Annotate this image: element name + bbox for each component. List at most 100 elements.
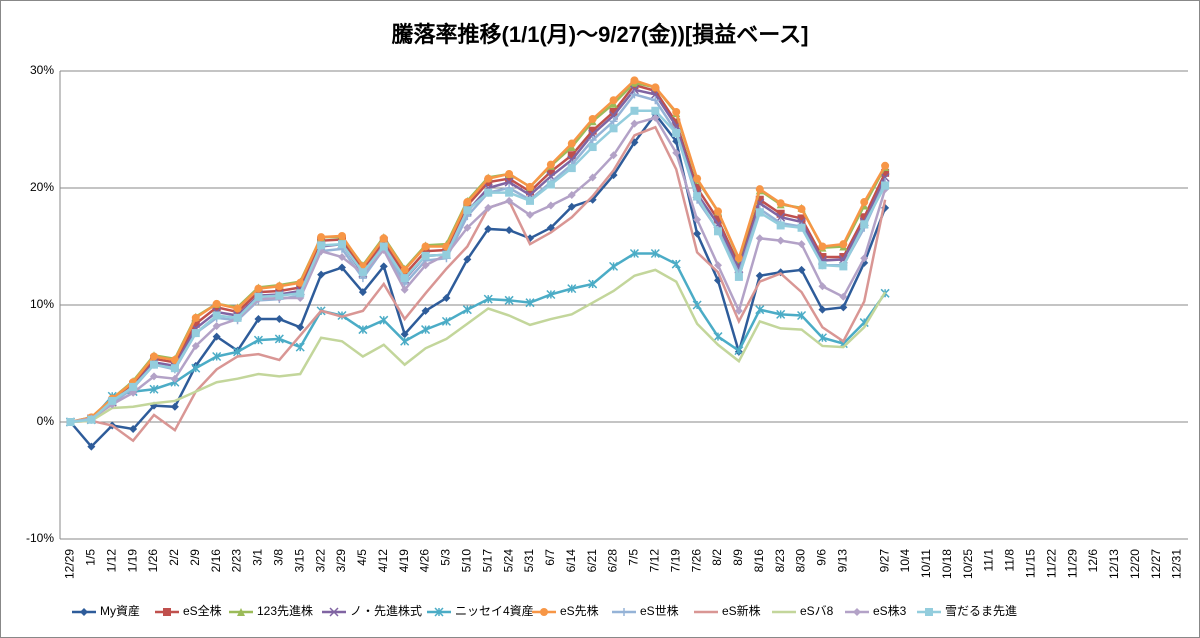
x-tick-label: 11/15 xyxy=(1024,549,1038,578)
marker xyxy=(818,253,827,262)
x-tick-label: 4/5 xyxy=(355,549,369,566)
marker xyxy=(295,342,305,352)
marker xyxy=(588,279,598,289)
marker xyxy=(588,173,597,182)
marker xyxy=(588,114,597,123)
marker xyxy=(755,185,764,194)
marker xyxy=(755,208,764,217)
marker xyxy=(483,294,493,304)
x-tick-label: 10/11 xyxy=(919,549,933,578)
series-line xyxy=(69,112,887,449)
marker xyxy=(462,305,472,315)
y-tick-label: 30% xyxy=(30,63,54,77)
marker xyxy=(87,442,96,451)
marker xyxy=(400,274,409,283)
legend-marker xyxy=(80,608,88,616)
x-tick-label: 12/13 xyxy=(1107,549,1121,579)
marker xyxy=(505,174,514,183)
marker xyxy=(400,285,409,294)
marker xyxy=(212,351,222,362)
y-tick-label: 0% xyxy=(37,414,55,428)
marker xyxy=(693,174,702,183)
marker xyxy=(651,113,660,122)
x-tick-label: 11/1 xyxy=(982,549,996,572)
marker xyxy=(567,164,576,173)
marker xyxy=(526,196,534,205)
x-tick-label: 1/5 xyxy=(84,549,98,566)
x-tick-label: 2/16 xyxy=(209,549,223,573)
x-tick-label: 4/12 xyxy=(376,549,390,573)
marker xyxy=(441,316,451,326)
marker xyxy=(755,271,764,280)
marker xyxy=(254,315,263,324)
marker xyxy=(860,198,869,207)
marker xyxy=(588,143,597,152)
marker xyxy=(421,251,430,260)
marker xyxy=(526,210,534,219)
x-tick-label: 12/31 xyxy=(1170,549,1184,579)
legend-marker xyxy=(329,607,339,617)
y-tick-label: 10% xyxy=(30,297,54,311)
series-line xyxy=(70,88,887,424)
legend-marker xyxy=(237,608,245,616)
marker xyxy=(129,382,138,391)
marker xyxy=(275,282,284,291)
legend-marker xyxy=(434,607,444,617)
marker xyxy=(546,289,556,300)
marker xyxy=(525,298,535,308)
marker xyxy=(379,315,389,325)
marker xyxy=(108,396,117,405)
marker xyxy=(713,332,723,342)
marker xyxy=(609,124,618,133)
marker xyxy=(734,306,743,315)
marker xyxy=(630,106,639,115)
marker xyxy=(818,261,827,270)
marker xyxy=(338,263,346,272)
marker xyxy=(338,240,346,249)
marker xyxy=(797,205,806,214)
x-tick-label: 11/29 xyxy=(1065,549,1079,578)
marker xyxy=(797,223,806,232)
x-tick-label: 9/6 xyxy=(815,549,829,566)
marker xyxy=(400,336,410,346)
x-tick-label: 3/22 xyxy=(313,549,327,573)
marker xyxy=(881,168,890,177)
series-line xyxy=(70,116,887,424)
marker xyxy=(817,333,827,343)
marker xyxy=(546,167,555,176)
legend-marker xyxy=(853,608,861,616)
x-tick-label: 2/9 xyxy=(188,549,202,566)
x-tick-label: 2/23 xyxy=(230,549,244,573)
legend-marker xyxy=(540,608,548,616)
x-tick-label: 8/2 xyxy=(710,549,724,566)
x-tick-label: 6/21 xyxy=(585,549,599,573)
marker xyxy=(66,418,75,426)
marker xyxy=(463,198,472,207)
marker xyxy=(693,215,702,224)
marker xyxy=(505,188,514,197)
x-tick-label: 12/20 xyxy=(1128,549,1142,579)
marker xyxy=(150,352,158,361)
marker xyxy=(421,261,430,270)
marker xyxy=(317,241,326,250)
chart-title: 騰落率推移(1/1(月)～9/27(金))[損益ベース] xyxy=(392,22,809,47)
marker xyxy=(191,363,201,373)
x-tick-label: 5/17 xyxy=(480,549,494,573)
marker xyxy=(672,148,681,157)
x-tick-label: 6/28 xyxy=(606,549,620,573)
marker xyxy=(839,292,848,301)
x-tick-label: 2/2 xyxy=(167,549,181,566)
marker xyxy=(609,261,619,271)
legend-label: My資産 xyxy=(100,603,140,618)
marker xyxy=(692,300,702,310)
marker xyxy=(275,315,284,324)
marker xyxy=(170,355,179,364)
x-tick-label: 7/26 xyxy=(689,549,703,573)
marker xyxy=(421,325,431,335)
x-tick-label: 9/27 xyxy=(877,549,891,573)
marker xyxy=(776,209,785,218)
marker xyxy=(296,289,305,298)
marker xyxy=(797,240,806,249)
marker xyxy=(274,334,284,344)
x-tick-label: 11/8 xyxy=(1003,549,1017,572)
